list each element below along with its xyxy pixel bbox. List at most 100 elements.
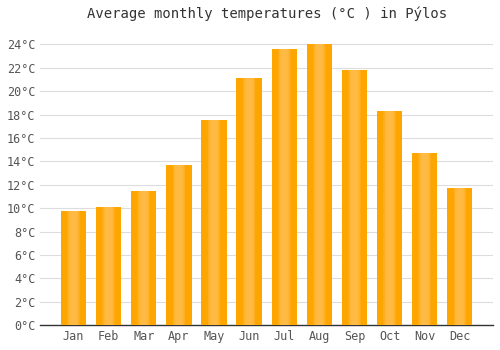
Bar — [108, 207, 110, 325]
Bar — [384, 111, 394, 325]
Bar — [456, 188, 464, 325]
Bar — [68, 210, 78, 325]
Bar — [140, 191, 147, 325]
Bar — [282, 49, 287, 325]
Bar — [138, 191, 149, 325]
Bar — [280, 49, 288, 325]
Bar — [458, 188, 461, 325]
Bar — [142, 191, 146, 325]
Bar — [212, 120, 216, 325]
Bar — [69, 210, 78, 325]
Bar — [419, 153, 430, 325]
Bar — [244, 78, 255, 325]
Bar — [454, 188, 466, 325]
Bar — [177, 165, 181, 325]
Bar — [424, 153, 426, 325]
Bar — [208, 120, 220, 325]
Bar — [280, 49, 288, 325]
Bar — [455, 188, 465, 325]
Bar — [386, 111, 394, 325]
Bar — [178, 165, 180, 325]
Bar — [420, 153, 430, 325]
Bar — [314, 44, 325, 325]
Bar — [131, 191, 156, 325]
Bar — [348, 70, 361, 325]
Bar — [424, 153, 426, 325]
Bar — [353, 70, 356, 325]
Bar — [103, 207, 115, 325]
Bar — [354, 70, 355, 325]
Bar — [246, 78, 252, 325]
Bar — [172, 165, 185, 325]
Bar — [283, 49, 286, 325]
Bar — [244, 78, 254, 325]
Bar — [107, 207, 110, 325]
Bar — [316, 44, 322, 325]
Bar — [422, 153, 428, 325]
Bar — [72, 210, 75, 325]
Bar — [246, 78, 252, 325]
Bar — [458, 188, 462, 325]
Bar — [459, 188, 460, 325]
Bar — [244, 78, 254, 325]
Bar — [173, 165, 184, 325]
Bar — [454, 188, 466, 325]
Bar — [316, 44, 323, 325]
Bar — [212, 120, 216, 325]
Bar — [212, 120, 216, 325]
Bar — [176, 165, 182, 325]
Bar — [418, 153, 431, 325]
Bar — [174, 165, 184, 325]
Bar — [388, 111, 392, 325]
Bar — [389, 111, 390, 325]
Bar — [210, 120, 218, 325]
Bar — [106, 207, 111, 325]
Bar — [349, 70, 360, 325]
Bar — [140, 191, 148, 325]
Bar — [67, 210, 80, 325]
Bar — [350, 70, 360, 325]
Bar — [278, 49, 290, 325]
Bar — [248, 78, 250, 325]
Bar — [456, 188, 463, 325]
Bar — [456, 188, 464, 325]
Bar — [412, 153, 438, 325]
Bar — [246, 78, 253, 325]
Bar — [278, 49, 290, 325]
Bar — [387, 111, 392, 325]
Bar — [447, 188, 472, 325]
Bar — [377, 111, 402, 325]
Bar — [68, 210, 79, 325]
Bar — [143, 191, 144, 325]
Bar — [61, 210, 86, 325]
Bar — [352, 70, 357, 325]
Bar — [236, 78, 262, 325]
Bar — [211, 120, 217, 325]
Bar — [102, 207, 115, 325]
Bar — [279, 49, 289, 325]
Bar — [423, 153, 426, 325]
Bar — [142, 191, 145, 325]
Bar — [282, 49, 286, 325]
Bar — [140, 191, 147, 325]
Bar — [176, 165, 182, 325]
Bar — [141, 191, 146, 325]
Bar — [386, 111, 393, 325]
Bar — [458, 188, 462, 325]
Bar — [350, 70, 358, 325]
Bar — [71, 210, 76, 325]
Bar — [243, 78, 256, 325]
Bar — [350, 70, 359, 325]
Bar — [175, 165, 182, 325]
Bar — [105, 207, 112, 325]
Bar — [317, 44, 322, 325]
Bar — [314, 44, 324, 325]
Bar — [342, 70, 367, 325]
Bar — [96, 207, 122, 325]
Bar — [388, 111, 391, 325]
Bar — [272, 49, 297, 325]
Bar — [318, 44, 320, 325]
Bar — [318, 44, 322, 325]
Bar — [248, 78, 250, 325]
Bar — [166, 165, 192, 325]
